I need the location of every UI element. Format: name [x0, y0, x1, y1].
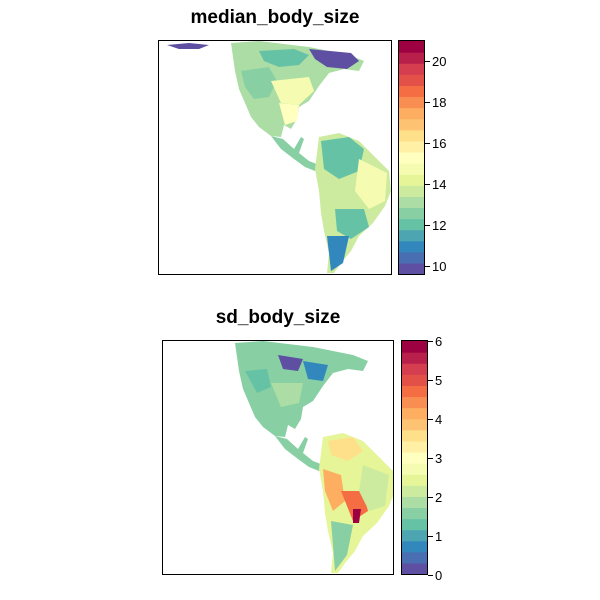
legend-color-step — [399, 196, 424, 209]
legend-color-step — [399, 52, 424, 64]
americas-raster-map — [235, 341, 393, 573]
andes-north-region — [328, 437, 363, 461]
legend-color-step — [399, 240, 424, 253]
map-median-body-size — [158, 40, 392, 275]
legend-color-step — [399, 107, 424, 120]
andes-central-region — [323, 469, 345, 511]
legend-color-step — [402, 551, 427, 564]
legend-tick-label: 1 — [427, 529, 443, 544]
legend-color-step — [402, 341, 427, 353]
legend-color-step — [402, 496, 427, 509]
color-scale-bar — [399, 41, 424, 274]
legend-tick-label: 4 — [427, 412, 443, 427]
legend-color-step — [402, 374, 427, 386]
legend-tick-label: 3 — [427, 451, 443, 466]
legend-color-step — [399, 63, 424, 75]
legend-color-step — [399, 207, 424, 220]
arctic-region — [309, 49, 359, 69]
plains-region — [271, 383, 303, 407]
legend-color-step — [399, 163, 424, 175]
legend-tick-label: 12 — [424, 218, 447, 233]
legend-sd-body-size — [401, 340, 428, 575]
legend-tick-label: 16 — [424, 136, 447, 151]
legend-color-step — [399, 174, 424, 186]
pampas-region — [335, 209, 369, 239]
great-plains-region — [271, 77, 314, 105]
central-america-region — [271, 136, 319, 171]
southeast-region — [279, 103, 299, 125]
legend-color-step — [402, 529, 427, 542]
map-title-sd-body-size: sd_body_size — [215, 307, 341, 328]
chaco-hotspot-region — [353, 509, 361, 523]
legend-tick-label: 2 — [427, 490, 443, 505]
legend-color-step — [402, 363, 427, 375]
brazil-east-region — [359, 465, 389, 511]
amazon-west-region — [321, 137, 364, 179]
patagonia-region — [327, 236, 349, 271]
legend-color-step — [399, 140, 424, 153]
legend-color-step — [402, 540, 427, 553]
western-north-america-region — [245, 369, 271, 393]
brazil-east-region — [355, 159, 387, 209]
legend-color-step — [402, 385, 427, 398]
legend-tick-label: 18 — [424, 95, 447, 110]
legend-ticks-median-body-size: 10 12 14 16 18 20 — [424, 40, 472, 274]
americas-raster-map — [167, 41, 391, 273]
great-lakes-region — [303, 361, 328, 381]
legend-color-step — [402, 407, 427, 420]
legend-color-step — [402, 352, 427, 364]
map-sd-body-size — [162, 340, 394, 575]
legend-tick-label: 10 — [424, 259, 447, 274]
legend-color-step — [399, 41, 424, 53]
legend-color-step — [399, 185, 424, 197]
color-scale-bar — [402, 341, 427, 574]
legend-tick-label: 14 — [424, 177, 447, 192]
legend-tick-label: 6 — [427, 334, 443, 349]
canada-shield-region — [259, 49, 309, 67]
legend-color-step — [402, 440, 427, 453]
legend-color-step — [402, 463, 427, 475]
legend-color-step — [402, 562, 427, 574]
legend-color-step — [402, 396, 427, 409]
legend-color-step — [399, 129, 424, 142]
arctic-islands-region — [167, 43, 209, 49]
bolivia-region — [341, 491, 368, 521]
legend-ticks-sd-body-size: 0 1 2 3 4 5 6 — [427, 335, 475, 582]
legend-color-step — [399, 262, 424, 274]
patagonia-region — [331, 521, 353, 571]
legend-color-step — [402, 474, 427, 486]
legend-tick-label: 20 — [424, 54, 447, 69]
legend-color-step — [402, 507, 427, 520]
legend-color-step — [399, 229, 424, 242]
legend-color-step — [399, 251, 424, 264]
legend-median-body-size — [398, 40, 425, 275]
legend-color-step — [402, 429, 427, 442]
legend-color-step — [399, 118, 424, 131]
legend-color-step — [399, 96, 424, 109]
legend-color-step — [402, 518, 427, 531]
legend-tick-label: 0 — [427, 568, 443, 583]
hudson-region — [278, 355, 303, 371]
legend-color-step — [399, 151, 424, 164]
legend-color-step — [399, 74, 424, 86]
legend-tick-label: 5 — [427, 373, 443, 388]
legend-color-step — [402, 418, 427, 431]
rocky-mountains-region — [241, 67, 277, 99]
legend-color-step — [399, 218, 424, 231]
central-america-region — [275, 436, 323, 471]
legend-color-step — [402, 451, 427, 464]
legend-color-step — [399, 85, 424, 98]
legend-color-step — [402, 485, 427, 497]
map-title-median-body-size: median_body_size — [190, 7, 360, 28]
